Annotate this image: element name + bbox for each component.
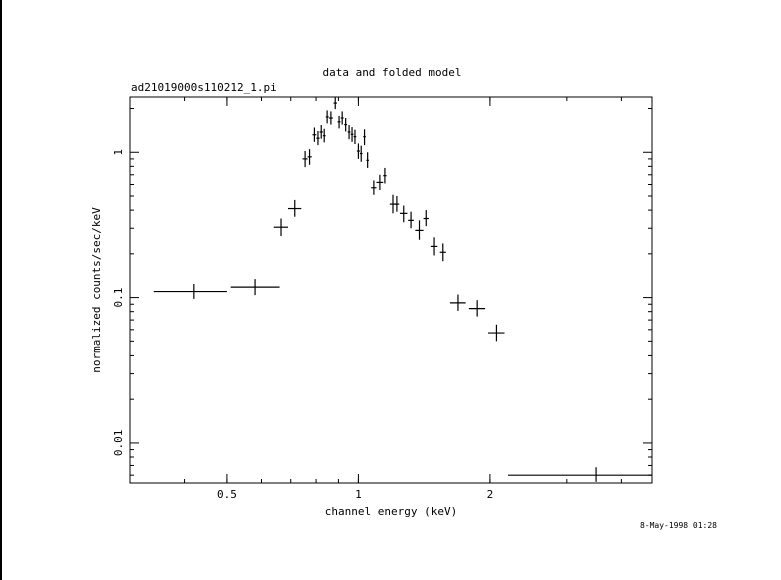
data-point — [230, 279, 280, 296]
data-point — [316, 131, 320, 146]
data-point — [333, 97, 337, 110]
data-point — [359, 145, 363, 162]
data-point — [353, 129, 357, 144]
data-point — [337, 115, 341, 129]
data-point — [307, 149, 312, 165]
data-point — [325, 110, 329, 124]
data-points — [153, 97, 652, 482]
data-point — [347, 125, 351, 140]
data-point — [312, 127, 317, 142]
data-point — [153, 284, 227, 299]
axis-ticks — [129, 97, 652, 483]
data-point — [507, 467, 652, 482]
chart-subtitle: ad21019000s110212_1.pi — [131, 81, 277, 94]
data-point — [328, 111, 333, 125]
data-point — [394, 196, 400, 212]
data-point — [356, 143, 360, 159]
x-tick-label: 0.5 — [217, 488, 237, 501]
data-point — [350, 127, 354, 142]
tick-labels: 0.5 1 2 0.01 0.1 1 — [112, 149, 493, 501]
data-point — [376, 174, 384, 190]
data-point — [340, 111, 344, 125]
data-point — [399, 205, 408, 223]
x-tick-label: 1 — [355, 488, 362, 501]
timestamp: 8-May-1998 01:28 — [640, 521, 717, 530]
data-point — [468, 300, 486, 317]
data-point — [371, 180, 377, 195]
data-point — [319, 125, 323, 139]
data-point — [439, 243, 446, 262]
x-tick-label: 2 — [487, 488, 494, 501]
data-point — [415, 220, 424, 240]
data-point — [408, 211, 414, 229]
data-point — [288, 199, 302, 217]
data-point — [449, 294, 466, 311]
data-point — [383, 167, 387, 184]
data-point — [366, 152, 369, 168]
data-point — [423, 210, 429, 227]
data-point — [430, 237, 438, 256]
plot-frame — [129, 96, 653, 484]
data-point — [322, 128, 326, 143]
y-axis-label: normalized counts/sec/keV — [90, 207, 103, 373]
y-tick-label: 0.1 — [112, 288, 125, 308]
data-point — [488, 324, 505, 342]
data-point — [363, 129, 366, 146]
data-point — [273, 218, 289, 237]
data-point — [302, 151, 308, 168]
chart-title: data and folded model — [322, 66, 461, 79]
data-point — [344, 118, 348, 132]
y-tick-label: 1 — [112, 149, 125, 156]
x-axis-label: channel energy (keV) — [325, 505, 457, 518]
window-left-border — [0, 0, 2, 580]
y-tick-label: 0.01 — [112, 430, 125, 457]
